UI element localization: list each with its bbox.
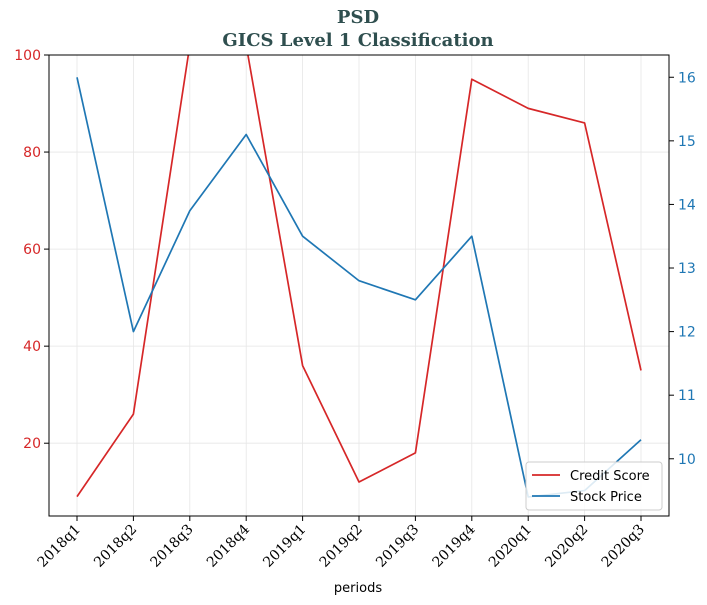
- chart-subtitle: GICS Level 1 Classification: [222, 30, 493, 51]
- x-axis: 2018q1 2018q2 2018q3 2018q4 2019q1 2019q2 2019…: [35, 516, 648, 571]
- chart-title: PSD: [337, 7, 379, 28]
- legend-label: Stock Price: [570, 490, 642, 505]
- left-tick-label: 100: [14, 48, 41, 64]
- right-tick-label: 16: [678, 70, 696, 86]
- x-tick-label: 2018q3: [147, 522, 196, 571]
- x-tick-label: 2020q2: [542, 522, 591, 571]
- left-tick-label: 80: [23, 145, 41, 161]
- legend-label: Credit Score: [570, 469, 650, 484]
- x-tick-label: 2020q3: [599, 522, 648, 571]
- x-tick-label: 2018q4: [204, 521, 253, 570]
- left-tick-label: 40: [23, 339, 41, 355]
- right-tick-label: 10: [678, 452, 696, 468]
- right-tick-label: 11: [678, 388, 696, 404]
- x-tick-label: 2020q1: [486, 522, 535, 571]
- left-axis: 20 40 60 80 100: [14, 48, 49, 452]
- x-tick-label: 2019q2: [317, 522, 366, 571]
- grid: [49, 54, 669, 516]
- x-tick-label: 2019q4: [429, 521, 478, 570]
- x-tick-label: 2019q3: [373, 522, 422, 571]
- x-tick-label: 2018q2: [91, 522, 140, 571]
- x-axis-label: periods: [334, 581, 382, 596]
- right-tick-label: 13: [678, 261, 696, 277]
- series-line-credit-score: [76, 55, 642, 498]
- right-axis: 10 11 12 13 14 15 16: [669, 70, 696, 468]
- x-tick-label: 2018q1: [35, 522, 84, 571]
- left-tick-label: 20: [23, 436, 41, 452]
- left-tick-label: 60: [23, 242, 41, 258]
- x-tick-label: 2019q1: [260, 522, 309, 571]
- right-tick-label: 15: [678, 134, 696, 150]
- right-tick-label: 12: [678, 325, 696, 341]
- legend: Credit Score Stock Price: [525, 461, 663, 511]
- right-tick-label: 14: [678, 197, 696, 213]
- legend-box: [525, 461, 663, 511]
